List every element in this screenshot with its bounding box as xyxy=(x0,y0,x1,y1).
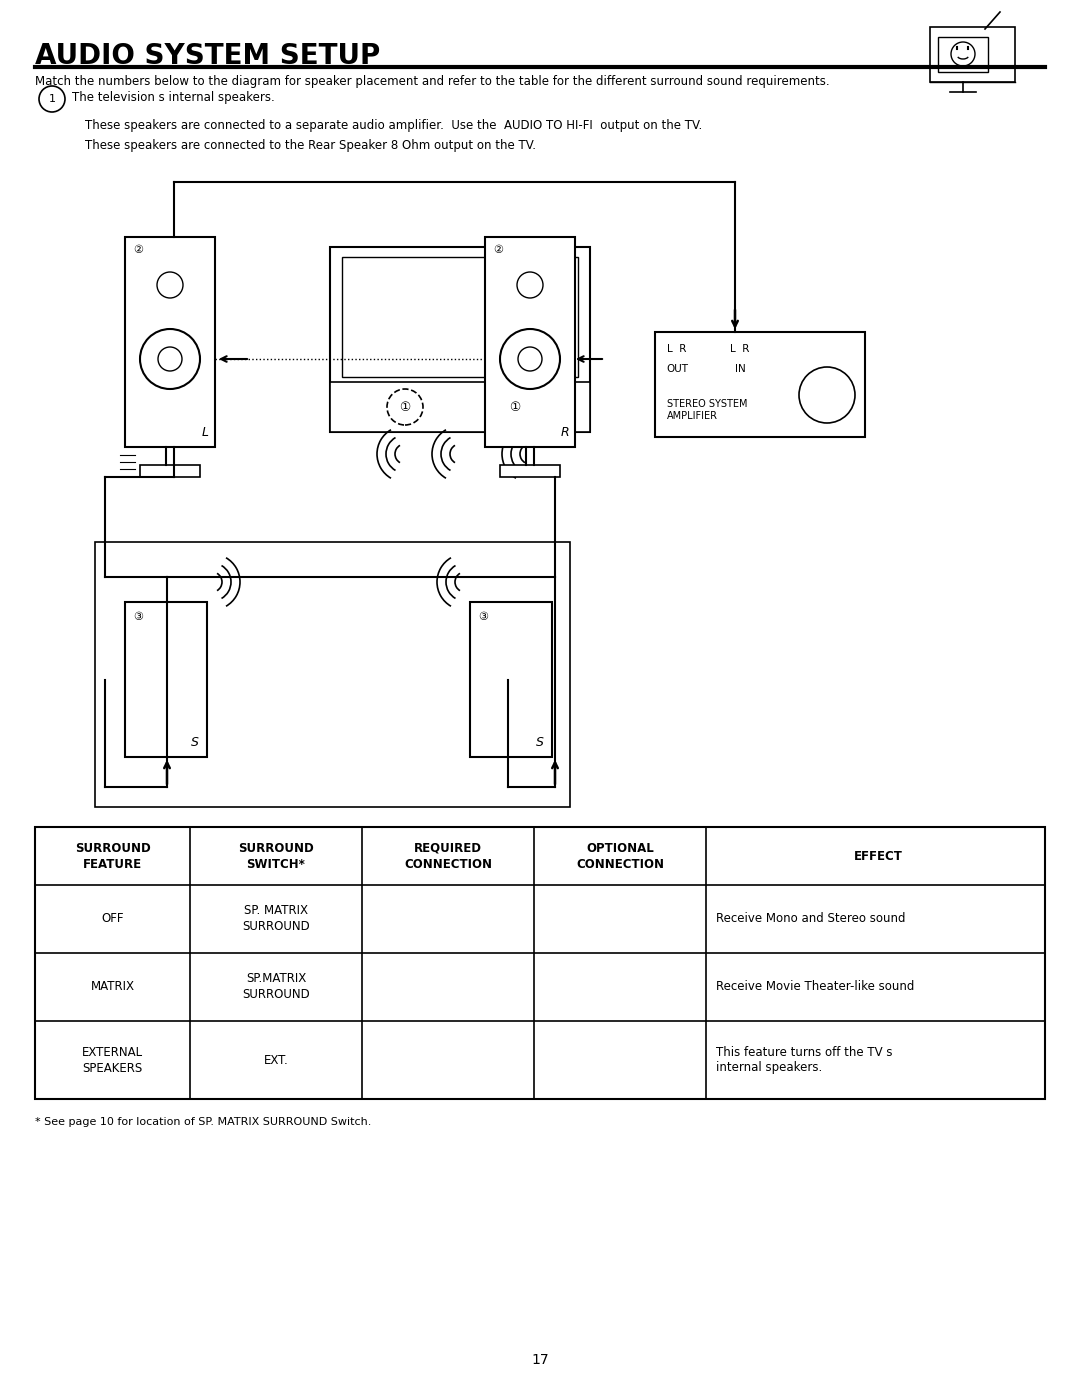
Text: OPTIONAL
CONNECTION: OPTIONAL CONNECTION xyxy=(576,841,664,870)
Text: SP. MATRIX
SURROUND: SP. MATRIX SURROUND xyxy=(242,904,310,933)
Circle shape xyxy=(387,388,423,425)
Text: S: S xyxy=(191,736,199,749)
Text: EXTERNAL
SPEAKERS: EXTERNAL SPEAKERS xyxy=(82,1045,143,1074)
Bar xyxy=(930,27,1015,82)
Text: SURROUND
FEATURE: SURROUND FEATURE xyxy=(75,841,150,870)
Text: ③: ③ xyxy=(133,612,143,622)
Bar xyxy=(470,602,552,757)
Text: ③: ③ xyxy=(478,612,488,622)
Text: The television s internal speakers.: The television s internal speakers. xyxy=(72,91,274,103)
Circle shape xyxy=(517,272,543,298)
Text: OUT: OUT xyxy=(666,365,688,374)
Text: REQUIRED
CONNECTION: REQUIRED CONNECTION xyxy=(404,841,492,870)
Bar xyxy=(330,247,590,432)
Text: OFF: OFF xyxy=(102,912,124,925)
Bar xyxy=(939,36,988,73)
Text: EFFECT: EFFECT xyxy=(853,849,903,862)
Bar xyxy=(485,237,575,447)
Bar xyxy=(330,381,590,432)
Bar xyxy=(140,465,200,476)
Text: * See page 10 for location of SP. MATRIX SURROUND Switch.: * See page 10 for location of SP. MATRIX… xyxy=(35,1118,372,1127)
Text: This feature turns off the TV s
internal speakers.: This feature turns off the TV s internal… xyxy=(716,1045,892,1074)
Text: L: L xyxy=(202,426,210,439)
Circle shape xyxy=(497,388,534,425)
Circle shape xyxy=(140,330,200,388)
Circle shape xyxy=(799,367,855,423)
Bar xyxy=(125,237,215,447)
Text: ②: ② xyxy=(492,244,503,256)
Text: L  R: L R xyxy=(730,344,750,353)
Bar xyxy=(342,257,578,377)
Text: MATRIX: MATRIX xyxy=(91,981,135,993)
Circle shape xyxy=(39,87,65,112)
Text: SURROUND
SWITCH*: SURROUND SWITCH* xyxy=(238,841,314,870)
Circle shape xyxy=(500,330,561,388)
Bar xyxy=(654,332,865,437)
Circle shape xyxy=(158,346,183,372)
Bar xyxy=(500,465,561,476)
Circle shape xyxy=(518,346,542,372)
Text: These speakers are connected to a separate audio amplifier.  Use the  AUDIO TO H: These speakers are connected to a separa… xyxy=(85,119,702,131)
Text: ②: ② xyxy=(133,244,143,256)
Circle shape xyxy=(951,42,975,66)
Text: Receive Movie Theater-like sound: Receive Movie Theater-like sound xyxy=(716,981,915,993)
Text: EXT.: EXT. xyxy=(264,1053,288,1066)
Text: Receive Mono and Stereo sound: Receive Mono and Stereo sound xyxy=(716,912,905,925)
Circle shape xyxy=(157,272,183,298)
Bar xyxy=(125,602,207,757)
Bar xyxy=(95,542,570,807)
Text: 17: 17 xyxy=(531,1354,549,1368)
Bar xyxy=(35,827,1045,1099)
Text: 1: 1 xyxy=(49,94,55,103)
Text: STEREO SYSTEM
AMPLIFIER: STEREO SYSTEM AMPLIFIER xyxy=(667,400,747,422)
Text: Match the numbers below to the diagram for speaker placement and refer to the ta: Match the numbers below to the diagram f… xyxy=(35,75,829,88)
Text: R: R xyxy=(561,426,569,439)
Text: AUDIO SYSTEM SETUP: AUDIO SYSTEM SETUP xyxy=(35,42,380,70)
Text: IN: IN xyxy=(734,365,745,374)
Text: ①: ① xyxy=(400,401,410,414)
Text: L  R: L R xyxy=(667,344,687,353)
Text: SP.MATRIX
SURROUND: SP.MATRIX SURROUND xyxy=(242,972,310,1002)
Text: ①: ① xyxy=(510,401,521,414)
Text: S: S xyxy=(536,736,544,749)
Text: These speakers are connected to the Rear Speaker 8 Ohm output on the TV.: These speakers are connected to the Rear… xyxy=(85,138,536,152)
